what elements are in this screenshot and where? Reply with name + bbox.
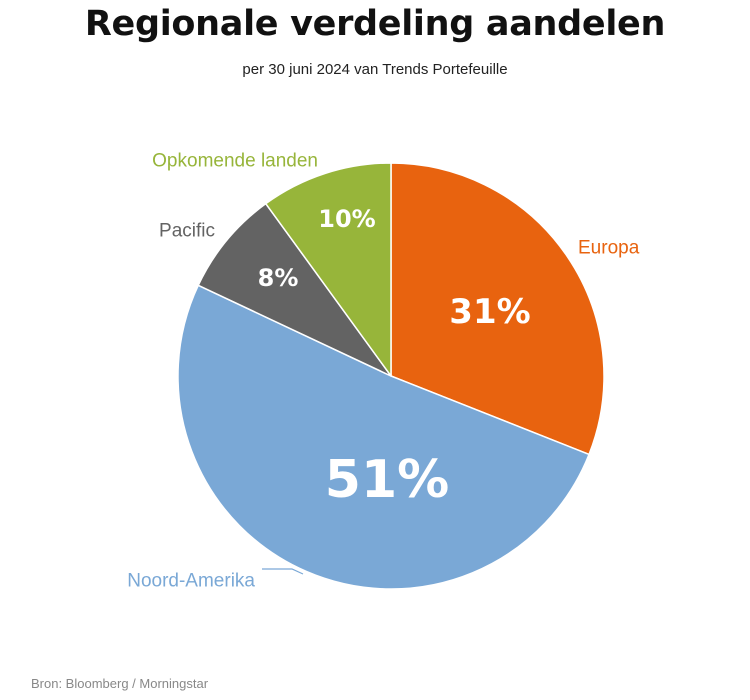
chart-title: Regionale verdeling aandelen [84,4,666,44]
chart-subtitle: per 30 juni 2024 van Trends Portefeuille [242,61,508,78]
source-note: Bron: Bloomberg / Morningstar [31,676,209,691]
pie-slice-europa [390,162,605,456]
pie-slice-opkomende-landen [265,162,392,377]
category-label-europa: Europa [578,238,640,259]
category-label-opkomende-landen: Opkomende landen [152,151,318,172]
label-leader-lines [262,568,304,575]
value-label-europa: 31% [449,292,530,332]
category-label-noord-amerika: Noord-Amerika [127,571,255,592]
value-label-noord-amerika: 51% [325,450,449,510]
value-label-pacific: 8% [258,264,299,292]
value-labels: 31% 51% 8% 10% [258,205,531,510]
pie-slice-noord-amerika [177,284,590,590]
pie-slice-pacific [197,202,392,377]
category-label-pacific: Pacific [159,221,215,242]
category-labels: Europa Noord-Amerika Pacific Opkomende land… [127,151,639,592]
leader-line-noord-amerika [262,568,304,575]
value-label-opkomende-landen: 10% [318,205,375,233]
pie-slices [177,162,605,590]
